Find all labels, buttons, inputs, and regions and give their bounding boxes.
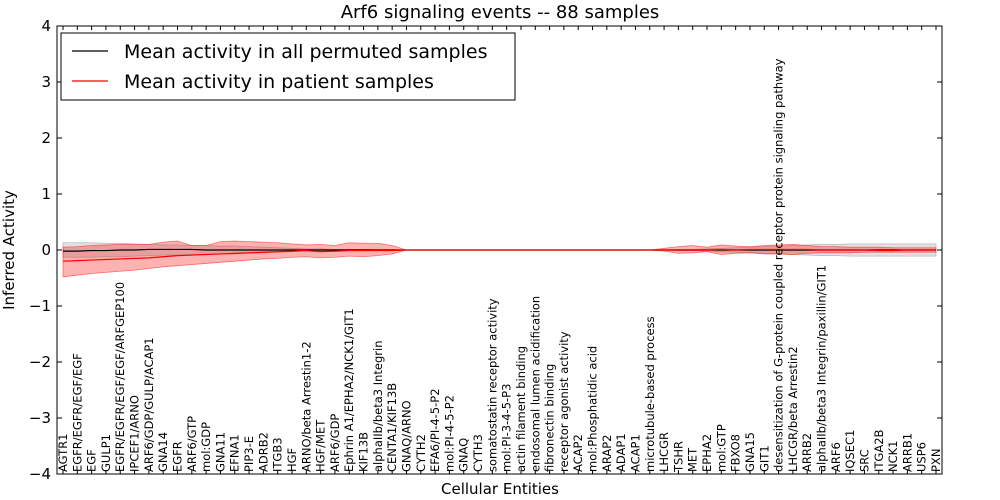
x-category-label: ARRB2 xyxy=(800,433,814,472)
x-category-label: ARNO/beta Arrestin1-2 xyxy=(299,341,313,472)
x-category-label: GIT1 xyxy=(757,445,771,472)
x-category-label: receptor agonist activity xyxy=(557,331,571,472)
legend: Mean activity in all permuted samples Me… xyxy=(60,32,516,101)
x-category-label: HGF xyxy=(285,448,299,472)
x-category-label: IQSEC1 xyxy=(843,430,857,472)
x-category-label: desensitization of G-protein coupled rec… xyxy=(772,58,786,472)
x-category-label: CYTH3 xyxy=(471,434,485,472)
x-category-label: FBXO8 xyxy=(729,434,743,472)
x-category-label: CENTA1/KIF13B xyxy=(385,383,399,472)
y-tick-label: 2 xyxy=(41,129,51,147)
y-tick-label: 1 xyxy=(41,185,51,203)
y-tick-label: −1 xyxy=(29,297,51,315)
legend-label-patient: Mean activity in patient samples xyxy=(124,71,434,93)
x-category-label: HGF/MET xyxy=(314,419,328,472)
x-category-label: ITGB3 xyxy=(271,437,285,472)
x-category-label: EGFR xyxy=(170,441,184,472)
x-category-label: CYTH2 xyxy=(414,434,428,472)
x-category-label: GNA14 xyxy=(156,432,170,472)
x-category-label: PIP3-E xyxy=(242,436,256,472)
x-category-label: EGFR/EGFR/EGF/EGF/ARFGEP100 xyxy=(113,282,127,472)
x-category-label: ITGA2B xyxy=(872,429,886,472)
legend-label-permuted: Mean activity in all permuted samples xyxy=(124,41,487,63)
x-category-label: EGF xyxy=(85,449,99,472)
x-category-label: EFA6/PI-4-5-P2 xyxy=(428,388,442,472)
legend-box xyxy=(60,32,516,101)
x-category-label: EFNA1 xyxy=(228,434,242,472)
x-category-label: GULP1 xyxy=(99,434,113,472)
x-category-label: actin filament binding xyxy=(514,346,528,472)
x-category-label: GNA15 xyxy=(743,432,757,472)
x-category-label: somatostatin receptor activity xyxy=(485,298,499,472)
x-category-label: microtubule-based process xyxy=(643,316,657,472)
y-tick-label: 4 xyxy=(41,17,51,35)
x-category-label: PXN xyxy=(929,449,943,472)
x-category-label: KIF13B xyxy=(357,432,371,472)
x-category-label: LHCGR xyxy=(657,432,671,472)
x-category-label: ARAP2 xyxy=(600,434,614,472)
x-category-label: ARF6/GTP xyxy=(185,416,199,472)
x-category-label: SRC xyxy=(857,449,871,472)
x-category-label: ARRB1 xyxy=(900,433,914,472)
patient-mean-line xyxy=(62,248,936,262)
y-axis-title: Inferred Activity xyxy=(0,190,18,310)
x-category-label: mol:GTP xyxy=(714,424,728,472)
x-category-label: alphaIIb/beta3 Integrin xyxy=(371,340,385,472)
x-category-label: mol:GDP xyxy=(199,422,213,472)
x-category-label: ADAP1 xyxy=(614,433,628,472)
x-category-label: ARF6/GDP/GULP/ACAP1 xyxy=(142,337,156,472)
series-lines xyxy=(62,248,936,262)
y-tick-label: −4 xyxy=(29,465,51,483)
y-tick-label: −3 xyxy=(29,409,51,427)
chart-title: Arf6 signaling events -- 88 samples xyxy=(341,2,660,23)
x-category-label: ACAP1 xyxy=(628,434,642,472)
x-category-label: LHCGR/beta Arrestin2 xyxy=(786,346,800,472)
x-category-label: MET xyxy=(686,447,700,472)
x-axis: AGTR1 EGFR/EGFR/EGF/EGF EGF GULP1 EGFR/EGFR/… xyxy=(56,26,943,474)
x-category-label: EPHA2 xyxy=(700,434,714,472)
x-category-label: TSHR xyxy=(671,441,685,473)
x-category-label: GNAQ/ARNO xyxy=(399,400,413,472)
x-category-label: alphaIIb/beta3 Integrin/paxillin/GIT1 xyxy=(815,265,829,472)
x-category-label: GNA11 xyxy=(213,432,227,472)
x-category-label: mol:PI-3-4-5-P3 xyxy=(500,384,514,472)
y-tick-label: −2 xyxy=(29,353,51,371)
x-category-label: USP6 xyxy=(915,442,929,472)
x-category-label: IPCEF1/ARNO xyxy=(128,395,142,472)
x-category-label: ACAP2 xyxy=(571,434,585,472)
x-category-label: mol:Phosphatidic acid xyxy=(586,346,600,472)
x-category-label: ARF6 xyxy=(829,442,843,472)
x-axis-title: Cellular Entities xyxy=(441,480,559,498)
y-axis: 4 3 2 1 0 −1 −2 −3 −4 xyxy=(29,17,942,483)
x-category-label: mol:PI-4-5-P2 xyxy=(442,395,456,472)
y-tick-label: 3 xyxy=(41,73,51,91)
x-category-label: ADRB2 xyxy=(256,432,270,472)
x-category-label: AGTR1 xyxy=(56,434,70,473)
x-category-label: GNAQ xyxy=(457,438,471,472)
y-tick-label: 0 xyxy=(41,241,51,259)
x-category-label: NCK1 xyxy=(886,441,900,473)
x-category-label: endosomal lumen acidification xyxy=(528,296,542,472)
x-category-label: EGFR/EGFR/EGF/EGF xyxy=(70,353,84,472)
x-category-label: Ephrin A1/EPHA2/NCK1/GIT1 xyxy=(342,308,356,472)
x-category-label: ARF6/GDP xyxy=(328,414,342,472)
x-category-label: fibronectin binding xyxy=(543,364,557,472)
